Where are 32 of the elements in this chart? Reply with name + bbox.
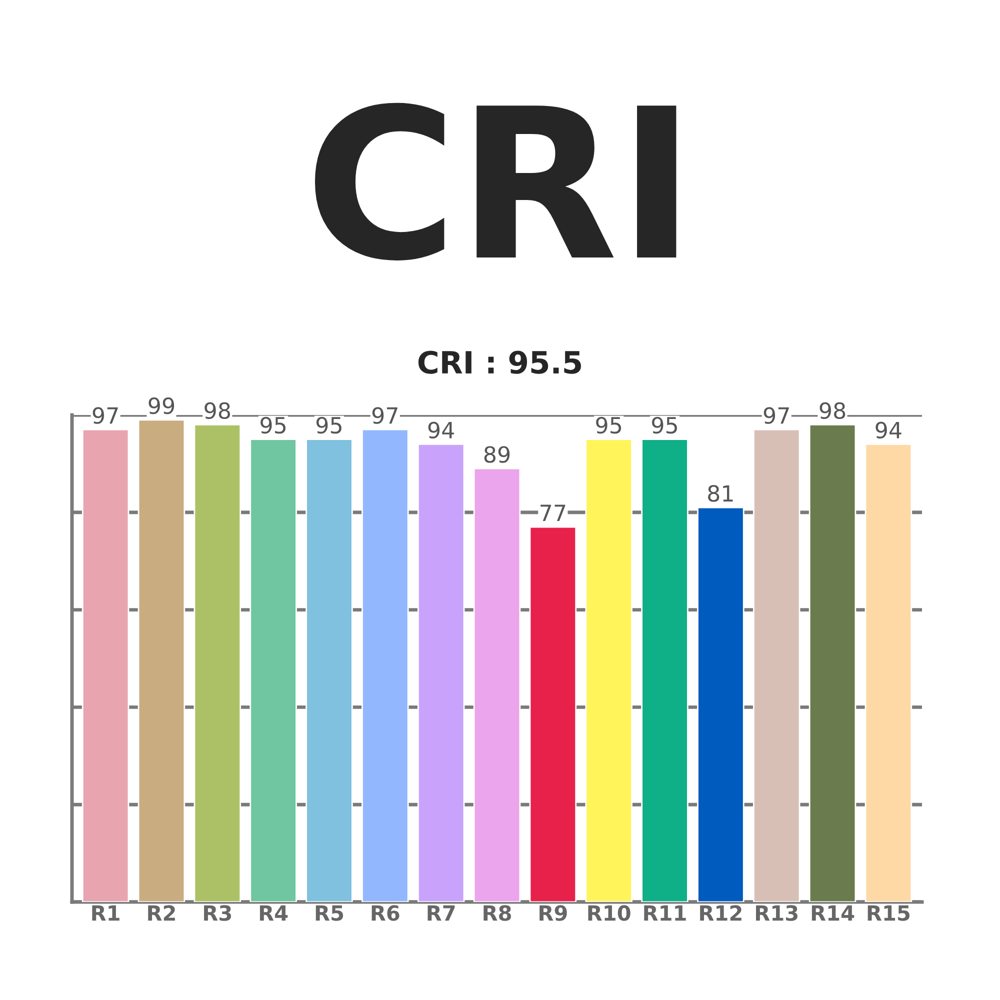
x-tick-label: R15 [868, 905, 910, 921]
x-tick-label: R7 [428, 905, 455, 921]
data-label: 98 [820, 402, 846, 420]
data-label: 94 [428, 422, 454, 439]
data-label: 95 [596, 416, 622, 434]
data-label: 95 [316, 416, 342, 434]
data-label: 81 [708, 485, 733, 502]
data-label: 97 [92, 407, 118, 424]
data-label: 98 [204, 402, 230, 420]
x-tick-label: R1 [92, 905, 120, 921]
data-label: 97 [764, 407, 789, 424]
x-tick-label: R8 [484, 905, 511, 921]
x-tick-label: R2 [148, 905, 175, 921]
data-label: 89 [484, 446, 510, 463]
data-label: 95 [260, 416, 286, 434]
x-tick-label: R12 [700, 905, 742, 921]
chart-title: CRI [314, 102, 676, 260]
x-tick-label: R3 [204, 905, 232, 921]
data-label: 97 [372, 407, 398, 424]
x-tick-label: R5 [316, 905, 344, 921]
x-tick-label: R6 [372, 905, 400, 921]
data-label: 77 [540, 504, 566, 521]
data-label: 95 [652, 416, 677, 434]
x-tick-label: R14 [812, 905, 854, 921]
x-tick-label: R9 [540, 905, 567, 921]
x-tick-label: R10 [588, 905, 630, 921]
x-tick-label: R4 [260, 905, 288, 921]
chart-subtitle: CRI : 95.5 [418, 350, 581, 374]
x-tick-label: R13 [756, 905, 798, 921]
x-tick-label: R11 [644, 905, 686, 921]
data-label: 94 [876, 422, 902, 439]
data-label: 99 [148, 397, 174, 414]
